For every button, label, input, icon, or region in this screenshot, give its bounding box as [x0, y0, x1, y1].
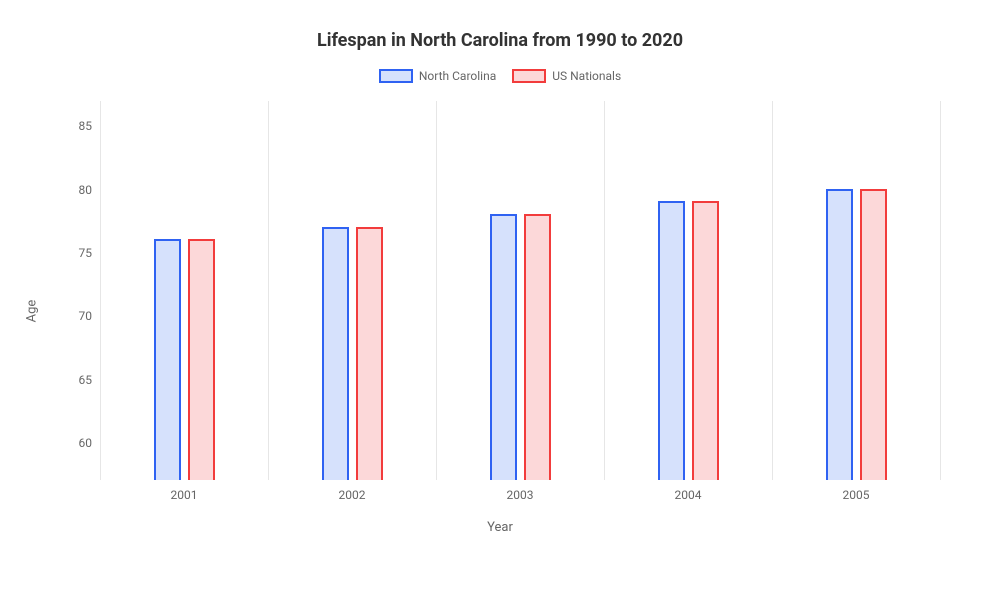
gridline-x — [100, 101, 101, 480]
ytick-label: 75 — [62, 246, 92, 260]
x-axis-label: Year — [487, 520, 513, 535]
bar[interactable] — [826, 189, 853, 480]
bar[interactable] — [322, 227, 349, 480]
ytick-label: 65 — [62, 373, 92, 387]
plot-wrap: Age 60657075808520012002200320042005 Yea… — [50, 91, 950, 531]
legend: North Carolina US Nationals — [20, 69, 980, 83]
xtick-label: 2004 — [675, 488, 702, 502]
bar[interactable] — [490, 214, 517, 480]
bar[interactable] — [692, 201, 719, 480]
bar[interactable] — [154, 239, 181, 480]
bar[interactable] — [524, 214, 551, 480]
ytick-label: 85 — [62, 119, 92, 133]
y-axis-label: Age — [25, 300, 40, 323]
xtick-label: 2005 — [843, 488, 870, 502]
xtick-label: 2001 — [171, 488, 198, 502]
legend-label-series-0: North Carolina — [419, 69, 496, 83]
gridline-x — [436, 101, 437, 480]
chart-title: Lifespan in North Carolina from 1990 to … — [20, 30, 980, 51]
gridline-x — [772, 101, 773, 480]
gridline-x — [940, 101, 941, 480]
legend-swatch-series-1 — [512, 69, 546, 83]
legend-swatch-series-0 — [379, 69, 413, 83]
ytick-label: 80 — [62, 183, 92, 197]
gridline-x — [604, 101, 605, 480]
bar[interactable] — [860, 189, 887, 480]
ytick-label: 60 — [62, 436, 92, 450]
gridline-x — [268, 101, 269, 480]
xtick-label: 2002 — [339, 488, 366, 502]
legend-label-series-1: US Nationals — [552, 69, 621, 83]
legend-item-series-1[interactable]: US Nationals — [512, 69, 621, 83]
bar[interactable] — [658, 201, 685, 480]
legend-item-series-0[interactable]: North Carolina — [379, 69, 496, 83]
ytick-label: 70 — [62, 309, 92, 323]
chart-container: Lifespan in North Carolina from 1990 to … — [0, 0, 1000, 600]
plot-area: 60657075808520012002200320042005 — [100, 101, 940, 481]
bar[interactable] — [188, 239, 215, 480]
bar[interactable] — [356, 227, 383, 480]
xtick-label: 2003 — [507, 488, 534, 502]
